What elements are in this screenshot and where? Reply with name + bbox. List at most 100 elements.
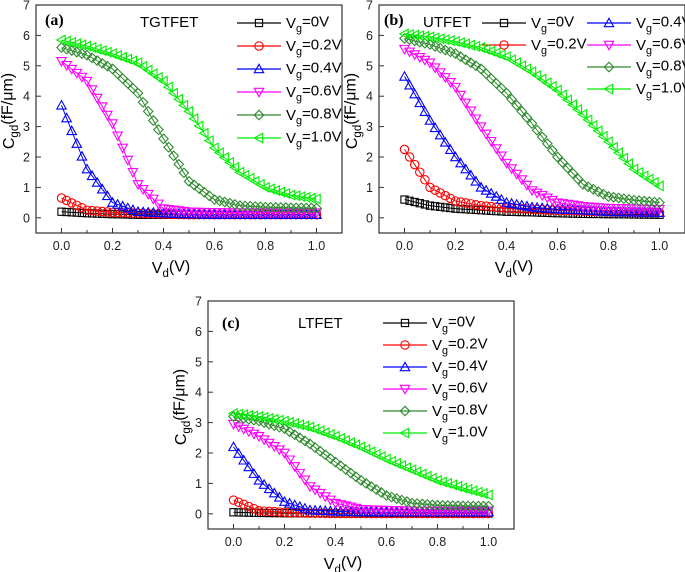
data-point bbox=[486, 201, 496, 212]
data-point bbox=[238, 454, 250, 465]
legend-entry: Vg=0.6V bbox=[383, 380, 488, 401]
data-point bbox=[587, 183, 599, 195]
data-point bbox=[602, 136, 613, 148]
data-point bbox=[254, 506, 264, 516]
data-point bbox=[511, 169, 523, 180]
series-V-g-0.8V bbox=[228, 411, 494, 512]
data-point bbox=[562, 162, 574, 174]
data-point bbox=[238, 424, 250, 435]
data-point bbox=[516, 105, 528, 117]
data-point bbox=[399, 144, 410, 155]
legend-label: Vg=0.6V bbox=[286, 83, 342, 104]
data-point bbox=[477, 500, 489, 512]
legend-label: Vg=0.4V bbox=[636, 14, 685, 35]
data-point bbox=[531, 69, 542, 82]
series-line bbox=[61, 47, 317, 209]
data-point bbox=[425, 182, 435, 193]
data-point bbox=[122, 202, 134, 213]
data-point bbox=[223, 156, 235, 169]
x-tick-label: 0.8 bbox=[600, 239, 617, 253]
data-point bbox=[122, 155, 134, 166]
data-point bbox=[439, 34, 450, 46]
data-point bbox=[273, 445, 286, 456]
data-point bbox=[439, 73, 451, 84]
data-point bbox=[546, 144, 558, 156]
data-point bbox=[66, 198, 77, 208]
data-point bbox=[415, 199, 424, 208]
data-point bbox=[234, 200, 246, 212]
data-point bbox=[419, 30, 430, 42]
data-point bbox=[460, 98, 472, 109]
data-point bbox=[405, 196, 414, 205]
data-point bbox=[623, 158, 634, 170]
data-point bbox=[541, 193, 553, 204]
y-tick-label: 2 bbox=[366, 151, 373, 165]
data-point bbox=[244, 501, 254, 512]
data-point bbox=[148, 209, 159, 219]
data-point bbox=[87, 205, 97, 216]
data-point bbox=[91, 93, 103, 104]
data-point bbox=[459, 38, 470, 50]
legend-marker bbox=[399, 361, 411, 372]
data-point bbox=[521, 112, 533, 123]
legend-marker bbox=[254, 18, 264, 28]
legend-entry: Vg=0.4V bbox=[587, 14, 685, 35]
data-point bbox=[294, 468, 306, 479]
data-point bbox=[490, 190, 502, 201]
y-axis-label: Cgd(fF/μm) bbox=[0, 73, 21, 149]
x-tick-label: 0.2 bbox=[447, 239, 464, 253]
data-point bbox=[551, 84, 562, 96]
data-point bbox=[278, 495, 291, 506]
legend-entry: Vg=1.0V bbox=[383, 424, 488, 445]
data-point bbox=[424, 31, 435, 43]
legend-entry: Vg=0.2V bbox=[482, 36, 587, 57]
data-point bbox=[268, 487, 280, 498]
data-point bbox=[450, 48, 461, 60]
data-point bbox=[82, 205, 92, 215]
data-point bbox=[248, 410, 259, 422]
data-point bbox=[430, 202, 440, 211]
data-point bbox=[300, 191, 311, 204]
data-point bbox=[234, 508, 243, 517]
data-point bbox=[248, 467, 260, 478]
data-point bbox=[466, 205, 475, 214]
data-point bbox=[284, 426, 296, 438]
data-point bbox=[289, 462, 301, 473]
data-point bbox=[516, 199, 528, 210]
data-point bbox=[531, 201, 543, 212]
data-point bbox=[506, 93, 518, 105]
data-point bbox=[232, 447, 245, 458]
data-point bbox=[449, 35, 460, 48]
data-point bbox=[465, 169, 477, 180]
data-point bbox=[470, 175, 482, 186]
data-point bbox=[249, 175, 260, 187]
data-point bbox=[289, 429, 301, 441]
data-point bbox=[475, 181, 487, 192]
data-point bbox=[511, 198, 523, 209]
legend-entry: Vg=0V bbox=[237, 14, 329, 35]
y-tick-label: 4 bbox=[366, 90, 373, 104]
data-point bbox=[96, 102, 108, 113]
data-point bbox=[516, 175, 528, 186]
panel-label: (c) bbox=[222, 315, 240, 332]
data-point bbox=[152, 71, 163, 83]
y-tick-label: 2 bbox=[23, 151, 30, 165]
data-point bbox=[536, 131, 548, 143]
legend-marker bbox=[603, 17, 615, 28]
data-point bbox=[409, 159, 420, 170]
data-point bbox=[435, 188, 445, 198]
data-point bbox=[653, 206, 666, 217]
x-tick-label: 0.6 bbox=[206, 239, 223, 253]
data-point bbox=[404, 152, 415, 162]
x-tick-label: 1.0 bbox=[480, 535, 497, 549]
legend-marker bbox=[253, 87, 265, 98]
data-point bbox=[299, 435, 311, 447]
data-point bbox=[445, 193, 456, 204]
data-point bbox=[476, 200, 486, 211]
data-point bbox=[275, 202, 287, 214]
data-point bbox=[86, 170, 98, 181]
data-point bbox=[460, 163, 472, 174]
data-point bbox=[464, 39, 476, 51]
y-tick-label: 1 bbox=[195, 477, 202, 491]
series-V-g-0.6V bbox=[227, 419, 495, 517]
